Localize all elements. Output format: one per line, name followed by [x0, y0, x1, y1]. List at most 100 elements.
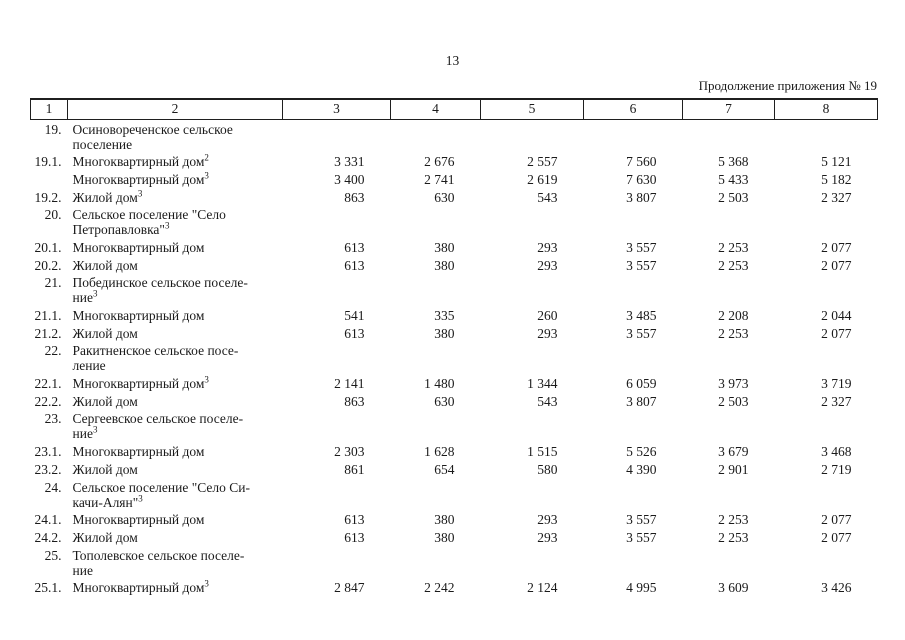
row-label: Побединское сельское поселе-ние3: [72, 275, 248, 306]
cell-value: 293: [537, 325, 558, 341]
cell-value: 2 253: [718, 512, 749, 528]
row-number: 23.1.: [34, 444, 62, 460]
cell-value: 2 901: [718, 461, 749, 477]
row-label: Многоквартирный дом: [72, 239, 205, 255]
footnote-ref: 3: [204, 578, 209, 589]
cell-value: [481, 410, 584, 443]
cell-value: 3 557: [626, 325, 657, 341]
cell-value: 580: [537, 461, 558, 477]
cell-value: 654: [434, 461, 455, 477]
row-label: Жилой дом: [72, 529, 138, 545]
footnote-ref: 3: [204, 374, 209, 385]
cell-value: [391, 206, 481, 239]
table-row: 22. Ракитненское сельское посе-ление: [31, 342, 878, 375]
cell-value: 2 253: [718, 239, 749, 255]
cell-value: 2 077: [821, 529, 852, 545]
cell-value: 2 503: [718, 189, 749, 205]
table-row: 23. Сергеевское сельское поселе-ние3: [31, 410, 878, 443]
row-label: Жилой дом: [72, 257, 138, 273]
cell-value: 3 557: [626, 529, 657, 545]
row-number: 19.: [44, 121, 62, 137]
cell-value: [683, 546, 775, 579]
row-number: 21.1.: [34, 308, 62, 323]
row-number: 23.2.: [34, 461, 62, 477]
table-row: 20.1. Многоквартирный дом 613 380 293 3 557 2 …: [31, 238, 878, 256]
row-label: Осиновореченское сельское поселение: [72, 121, 233, 152]
cell-value: 3 485: [626, 308, 657, 323]
cell-value: 2 077: [821, 257, 852, 273]
cell-value: 2 847: [334, 580, 365, 596]
cell-value: [283, 274, 391, 307]
row-number: 22.1.: [34, 376, 62, 392]
cell-value: 380: [434, 325, 455, 341]
cell-value: 5 526: [626, 444, 657, 460]
cell-value: 3 557: [626, 257, 657, 273]
table-body: 19. Осиновореченское сельское поселение 19.…: [31, 120, 878, 597]
cell-value: [481, 120, 584, 153]
cell-value: [683, 274, 775, 307]
row-label: Жилой дом: [72, 393, 138, 409]
page-number: 13: [445, 53, 460, 68]
cell-value: 260: [537, 308, 558, 323]
cell-value: [683, 478, 775, 511]
cell-value: [283, 342, 391, 375]
cell-value: [481, 274, 584, 307]
cell-value: 2 077: [821, 325, 852, 341]
cell-value: 380: [434, 529, 455, 545]
footnote-ref: 3: [204, 170, 209, 181]
cell-value: 1 344: [527, 376, 558, 392]
cell-value: [683, 342, 775, 375]
row-number: 20.: [44, 207, 62, 223]
cell-value: 3 331: [334, 154, 365, 170]
cell-value: [584, 478, 683, 511]
column-header: 1: [30, 98, 68, 120]
cell-value: 2 253: [718, 325, 749, 341]
cell-value: 2 141: [334, 376, 365, 392]
cell-value: 2 503: [718, 393, 749, 409]
cell-value: 543: [537, 393, 558, 409]
cell-value: 7 560: [626, 154, 657, 170]
row-number: 20.2.: [34, 257, 62, 273]
column-header: 2: [67, 98, 283, 120]
row-label: Многоквартирный дом3: [72, 374, 209, 392]
table-row: 23.1. Многоквартирный дом 2 303 1 628 1 515 5…: [31, 443, 878, 461]
cell-value: 1 515: [527, 444, 558, 460]
cell-value: 541: [344, 308, 365, 323]
table-row: 19.1. Многоквартирный дом2 3 331 2 676 2 557…: [31, 153, 878, 171]
row-label: Многоквартирный дом3: [72, 578, 209, 596]
cell-value: 3 719: [821, 376, 852, 392]
cell-value: 3 468: [821, 444, 852, 460]
table-row: 23.2. Жилой дом 861 654 580 4 390 2 901 2 719: [31, 460, 878, 478]
cell-value: [283, 206, 391, 239]
cell-value: 380: [434, 239, 455, 255]
cell-value: [391, 478, 481, 511]
cell-value: 613: [344, 325, 365, 341]
cell-value: 293: [537, 529, 558, 545]
footnote-ref: 2: [204, 152, 209, 163]
cell-value: [481, 546, 584, 579]
cell-value: [683, 206, 775, 239]
cell-value: [683, 410, 775, 443]
cell-value: [584, 342, 683, 375]
cell-value: [481, 342, 584, 375]
cell-value: [283, 478, 391, 511]
cell-value: 613: [344, 257, 365, 273]
table-row: 21.1. Многоквартирный дом 541 335 260 3 485 2 …: [31, 307, 878, 325]
cell-value: [391, 410, 481, 443]
cell-value: 5 368: [718, 154, 749, 170]
cell-value: 3 609: [718, 580, 749, 596]
cell-value: [283, 546, 391, 579]
cell-value: [584, 546, 683, 579]
row-number: 21.: [44, 275, 62, 291]
cell-value: 2 077: [821, 239, 852, 255]
cell-value: 2 242: [424, 580, 455, 596]
row-number: 22.2.: [34, 393, 62, 409]
table-row: 20.2. Жилой дом 613 380 293 3 557 2 253 2 077: [31, 256, 878, 274]
cell-value: 861: [344, 461, 365, 477]
cell-value: 863: [344, 189, 365, 205]
table-row: 21.2. Жилой дом 613 380 293 3 557 2 253 2 077: [31, 324, 878, 342]
row-label: Жилой дом: [72, 461, 138, 477]
cell-value: 3 973: [718, 376, 749, 392]
